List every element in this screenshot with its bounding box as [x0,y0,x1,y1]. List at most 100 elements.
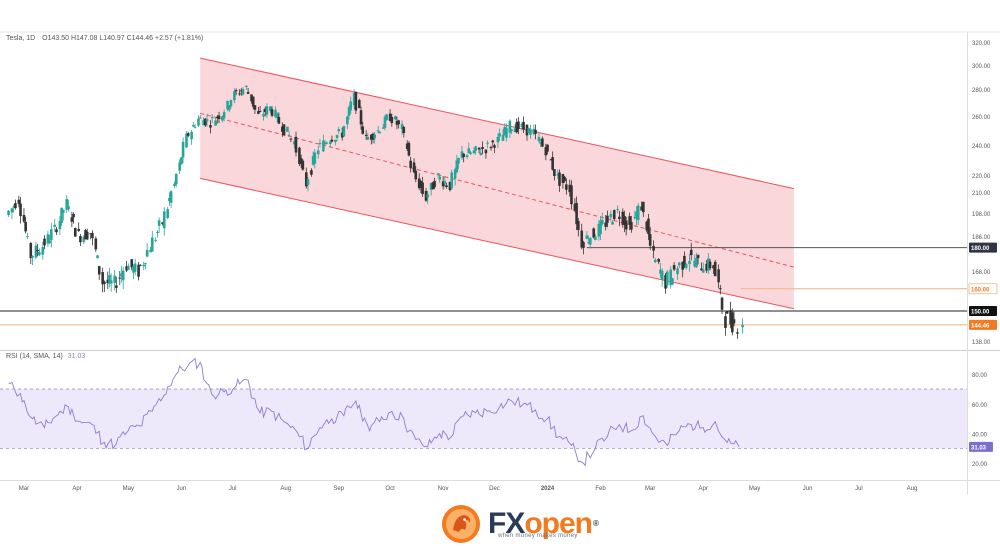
candle-body [609,213,613,218]
candle-body [577,220,580,231]
candle-body [43,238,46,246]
candle-body [322,140,325,152]
candle-body [19,203,22,217]
candle-body [736,332,739,334]
candle-body [669,269,673,286]
candle-body [676,268,679,275]
candle-body [684,263,688,269]
candle-body [145,249,149,257]
candle-body [274,109,277,117]
candle-body [412,162,416,173]
candle-body [527,128,530,133]
channel-mid-line [200,112,795,268]
candle-body [139,264,142,266]
candle-body [60,207,63,224]
candle-body [253,105,257,110]
candle-body [198,117,202,119]
price-tick-label: 260.00 [972,115,991,121]
candle-body [402,126,406,134]
candle-body [108,275,111,284]
candle-body [181,141,185,158]
time-tick-label: Apr [72,486,81,492]
candle-body [390,116,394,124]
candle-body [349,101,353,111]
candle-body [205,119,209,122]
candle-body [62,209,65,213]
candle-body [549,159,553,161]
candle-body [125,266,128,271]
candle-body [700,268,703,271]
candle-body [263,108,267,113]
rsi-legend: RSI (14, SMA, 14) 31.03 [6,353,85,360]
candle-body [22,214,26,222]
candle-body [7,210,10,216]
candle-body [10,208,14,213]
candle-body [573,203,577,211]
candle-body [53,224,57,227]
channel-fill [200,58,794,309]
candle-body [597,224,601,237]
candle-body [335,135,339,139]
candle-body [70,217,74,222]
price-tick-label: 240.00 [972,144,991,150]
price-tick-label: 280.00 [972,88,991,94]
candle-body [14,203,17,209]
candle-body [517,121,520,129]
candle-body [364,134,368,136]
candle-body [103,281,106,284]
candle-body [712,265,715,269]
time-tick-label: May [749,486,760,492]
price-badge-bg [969,306,997,316]
candle-body [558,172,561,186]
candle-body [448,181,452,191]
candle-body [46,234,50,244]
candle-body [113,275,116,284]
candle-body [695,257,698,268]
candle-body [635,211,638,219]
candle-body [623,216,626,226]
candle-body [648,234,652,246]
tiger-icon [442,505,480,543]
candle-body [393,116,397,120]
candle-body [455,160,459,173]
candle-body [150,237,154,252]
candle-body [575,203,578,225]
candle-body [298,147,301,165]
candle-body [460,151,464,158]
candle-body [144,263,147,265]
candle-body [642,201,645,213]
candle-body [520,123,524,127]
candle-body [541,138,544,147]
candle-body [190,131,193,140]
candle-body [588,238,592,245]
candle-body [94,238,98,250]
time-tick-label: Apr [699,486,708,492]
candle-body [340,132,344,138]
candle-body [585,235,589,239]
price-tick-label: 198.00 [972,212,991,218]
time-tick-label: Mar [19,486,29,492]
candle-body [628,216,631,225]
price-badge-label: 150.00 [971,310,990,316]
candle-body [241,89,245,95]
candle-body [551,157,554,170]
candle-body [222,112,226,119]
price-badge-bg [969,242,997,253]
candle-body [17,199,21,204]
candle-body [522,121,525,130]
candle-body [354,91,358,111]
candle-body [85,231,89,240]
fxopen-logo: FXopen® when money makes money [440,503,599,545]
candle-body [426,194,430,198]
candle-body [689,249,693,256]
candle-body [417,178,421,189]
brand-fx: FX [488,507,525,540]
candle-body [636,205,640,221]
brand-registered: ® [593,519,599,528]
candle-body [688,260,691,265]
candle-body [513,128,517,133]
time-tick-label: Feb [595,486,606,492]
candle-body [431,182,435,190]
candle-body [204,118,207,126]
